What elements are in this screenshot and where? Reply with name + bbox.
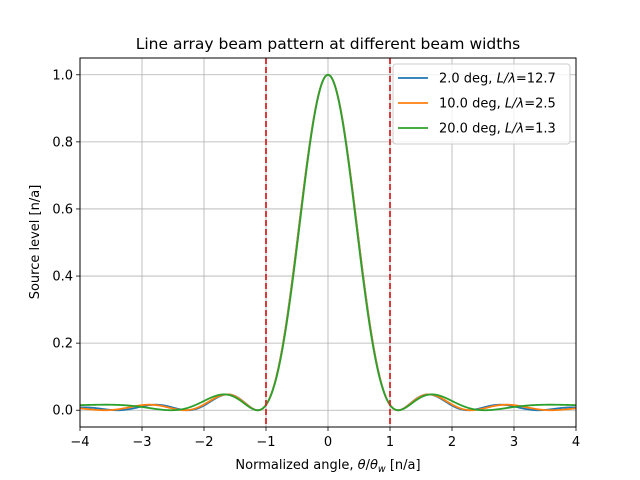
y-tick-label: 0.6 [52, 202, 73, 217]
y-axis-ticks: 0.0 0.2 0.4 0.6 0.8 1.0 [52, 68, 80, 419]
legend-label: 2.0 deg, L/λ=12.7 [439, 72, 556, 87]
x-tick-label: 0 [324, 435, 332, 450]
series-line [80, 73, 576, 412]
x-tick-label: 3 [510, 435, 518, 450]
legend-box [392, 63, 571, 145]
x-axis-label: Normalized angle, θ/θw [n/a] [235, 458, 420, 475]
y-tick-label: 0.8 [52, 135, 73, 150]
y-tick-label: 0.2 [52, 337, 73, 352]
y-tick-label: 0.0 [52, 404, 73, 419]
x-tick-label: −1 [256, 435, 275, 450]
y-tick-label: 1.0 [52, 68, 73, 83]
x-tick-label: −4 [70, 435, 89, 450]
x-tick-label: −3 [132, 435, 151, 450]
legend-label: 10.0 deg, L/λ=2.5 [439, 97, 556, 112]
y-axis-label: Source level [n/a] [28, 185, 43, 300]
y-tick-label: 0.4 [52, 270, 73, 285]
x-tick-label: 4 [572, 435, 580, 450]
x-tick-label: 1 [386, 435, 394, 450]
x-tick-label: −2 [194, 435, 213, 450]
series-layer [80, 73, 576, 412]
legend-label: 20.0 deg, L/λ=1.3 [439, 122, 556, 137]
reference-lines [265, 58, 391, 427]
x-tick-label: 2 [448, 435, 456, 450]
chart-title: Line array beam pattern at different bea… [136, 35, 521, 53]
x-axis-ticks: −4 −3 −2 −1 0 1 2 3 4 [70, 427, 580, 450]
legend: 2.0 deg, L/λ=12.7 10.0 deg, L/λ=2.5 20.0 d… [392, 63, 571, 145]
plot-area [80, 58, 576, 427]
